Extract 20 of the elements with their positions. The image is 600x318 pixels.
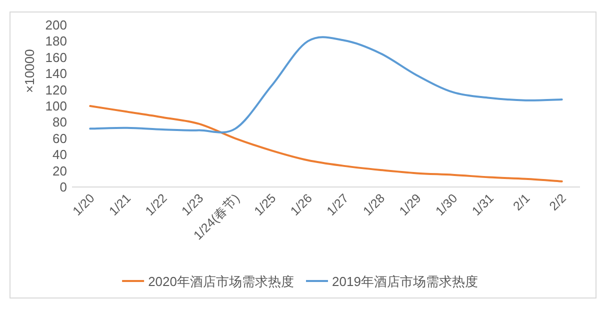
x-tick-label: 2/1 [510,191,533,214]
x-tick-label: 1/29 [396,191,424,218]
y-tick-label: 180 [45,34,67,49]
y-tick-label: 160 [45,50,67,65]
y-tick-label: 140 [45,66,67,82]
y-tick-label: 200 [45,18,67,32]
line-series [89,105,563,182]
x-tick-label: 1/31 [469,191,496,218]
y-tick-label: 0 [60,180,67,194]
y-tick-label: 60 [52,130,67,146]
x-tick-label: 2/2 [546,191,570,214]
y-tick-label: 100 [45,98,67,114]
y-tick-label: 80 [52,114,67,130]
y-tick-label: 20 [52,163,67,178]
y-axis-title: ×10000 [22,49,37,93]
legend-label: 2020年酒店市场需求热度 [148,274,294,289]
y-tick-label: 120 [45,82,67,98]
legend-label: 2019年酒店市场需求热度 [332,274,478,289]
y-tick-label: 40 [52,147,67,162]
x-tick-label: 1/21 [106,191,134,218]
